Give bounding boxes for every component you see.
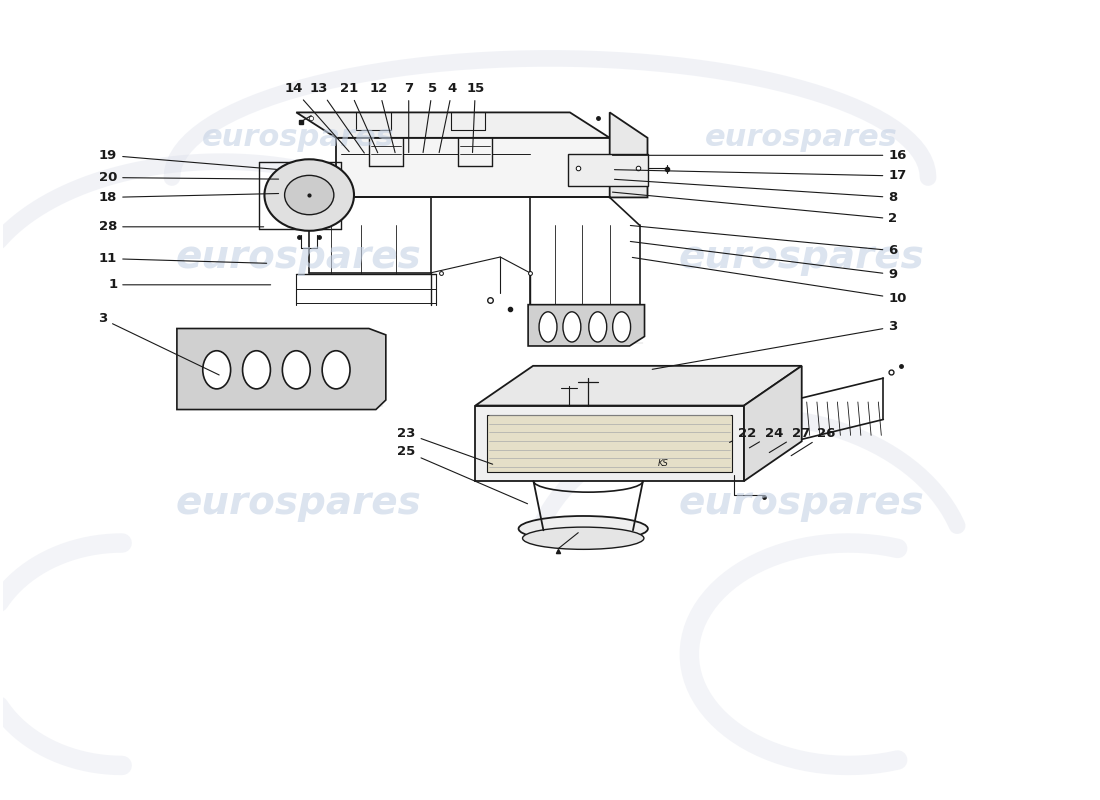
Text: 5: 5 bbox=[424, 82, 437, 153]
Text: 10: 10 bbox=[632, 258, 906, 305]
Ellipse shape bbox=[243, 350, 271, 389]
Polygon shape bbox=[337, 138, 609, 198]
Text: eurospares: eurospares bbox=[679, 238, 925, 276]
Ellipse shape bbox=[613, 312, 630, 342]
Ellipse shape bbox=[518, 516, 648, 542]
Text: 14: 14 bbox=[284, 82, 349, 152]
Text: 13: 13 bbox=[310, 82, 364, 153]
Circle shape bbox=[285, 175, 333, 214]
Ellipse shape bbox=[588, 312, 607, 342]
Text: 3: 3 bbox=[98, 313, 219, 375]
Polygon shape bbox=[609, 113, 648, 198]
Text: eurospares: eurospares bbox=[175, 484, 421, 522]
Ellipse shape bbox=[563, 312, 581, 342]
Ellipse shape bbox=[539, 312, 557, 342]
Text: eurospares: eurospares bbox=[705, 123, 898, 152]
Text: eurospares: eurospares bbox=[175, 238, 421, 276]
Polygon shape bbox=[177, 329, 386, 410]
Polygon shape bbox=[528, 305, 645, 346]
Text: 20: 20 bbox=[99, 171, 278, 184]
Text: 19: 19 bbox=[99, 149, 276, 170]
Text: 21: 21 bbox=[340, 82, 377, 153]
Text: eurospares: eurospares bbox=[679, 484, 925, 522]
Text: 1: 1 bbox=[108, 278, 271, 291]
Text: 11: 11 bbox=[99, 252, 266, 265]
Text: 22: 22 bbox=[729, 427, 756, 442]
Text: KS: KS bbox=[658, 459, 669, 468]
Text: 3: 3 bbox=[652, 321, 898, 370]
Ellipse shape bbox=[202, 350, 231, 389]
Polygon shape bbox=[475, 406, 744, 481]
Text: 8: 8 bbox=[615, 179, 898, 204]
Ellipse shape bbox=[283, 350, 310, 389]
Text: 25: 25 bbox=[397, 445, 528, 504]
Text: 23: 23 bbox=[397, 427, 493, 464]
Text: 16: 16 bbox=[613, 149, 906, 162]
Ellipse shape bbox=[322, 350, 350, 389]
Text: 4: 4 bbox=[439, 82, 458, 153]
Text: 26: 26 bbox=[791, 427, 836, 456]
Polygon shape bbox=[475, 366, 802, 406]
Text: 18: 18 bbox=[99, 191, 278, 204]
Polygon shape bbox=[568, 154, 648, 186]
Ellipse shape bbox=[522, 527, 644, 550]
Text: 27: 27 bbox=[769, 427, 810, 453]
Text: eurospares: eurospares bbox=[202, 123, 395, 152]
Text: 24: 24 bbox=[749, 427, 783, 448]
Text: 28: 28 bbox=[99, 220, 264, 234]
Text: 12: 12 bbox=[370, 82, 395, 153]
Text: 17: 17 bbox=[615, 170, 906, 182]
Polygon shape bbox=[487, 415, 733, 471]
Polygon shape bbox=[744, 366, 802, 481]
Text: 15: 15 bbox=[466, 82, 484, 153]
Text: 9: 9 bbox=[630, 242, 898, 281]
Text: 7: 7 bbox=[404, 82, 414, 153]
Polygon shape bbox=[296, 113, 609, 138]
Text: 2: 2 bbox=[613, 192, 898, 226]
Text: 6: 6 bbox=[630, 226, 898, 257]
Circle shape bbox=[264, 159, 354, 230]
